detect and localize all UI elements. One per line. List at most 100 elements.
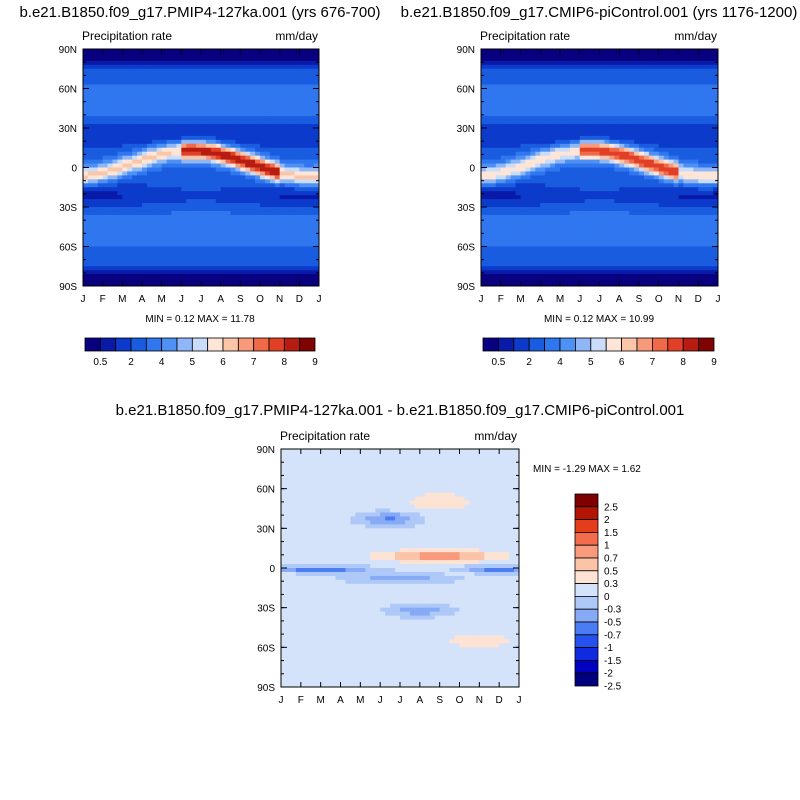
field-cell bbox=[161, 175, 167, 180]
field-cell bbox=[196, 139, 202, 145]
field-cell bbox=[137, 155, 143, 160]
field-cell bbox=[629, 88, 635, 93]
field-cell bbox=[127, 222, 133, 228]
field-cell bbox=[112, 151, 118, 157]
field-cell bbox=[525, 96, 531, 101]
field-cell bbox=[191, 112, 197, 117]
field-cell bbox=[230, 226, 236, 232]
field-cell bbox=[698, 143, 704, 149]
field-cell bbox=[481, 207, 487, 212]
field-cell bbox=[594, 171, 600, 176]
field-cell bbox=[520, 207, 526, 212]
field-cell bbox=[624, 64, 630, 70]
field-cell bbox=[151, 250, 158, 255]
field-cell bbox=[166, 143, 172, 149]
field-cell bbox=[166, 254, 172, 259]
field-cell bbox=[569, 135, 576, 141]
field-cell bbox=[264, 282, 271, 287]
field-cell bbox=[673, 64, 679, 70]
field-cell bbox=[663, 56, 670, 62]
field-cell bbox=[274, 187, 281, 192]
field-cell bbox=[264, 191, 271, 196]
field-cell bbox=[255, 64, 261, 70]
x-tick-label: J bbox=[199, 294, 204, 305]
field-cell bbox=[235, 60, 241, 66]
field-cell bbox=[186, 199, 192, 204]
field-cell bbox=[142, 207, 148, 212]
field-cell bbox=[230, 52, 236, 58]
field-cell bbox=[495, 112, 502, 117]
field-cell bbox=[624, 155, 630, 160]
field-cell bbox=[564, 56, 571, 62]
field-cell bbox=[205, 195, 212, 200]
field-cell bbox=[83, 226, 89, 232]
field-cell bbox=[683, 92, 689, 97]
field-cell bbox=[137, 49, 143, 54]
field-cell bbox=[132, 171, 138, 176]
field-cell bbox=[505, 68, 512, 74]
field-cell bbox=[176, 183, 182, 188]
field-cell bbox=[146, 139, 153, 145]
field-cell bbox=[668, 56, 674, 62]
field-cell bbox=[264, 116, 271, 121]
field-cell bbox=[156, 199, 163, 204]
field-cell bbox=[235, 104, 241, 109]
field-cell bbox=[240, 214, 246, 220]
field-cell bbox=[215, 210, 222, 216]
field-cell bbox=[142, 60, 148, 66]
field-cell bbox=[663, 80, 670, 85]
field-cell bbox=[520, 151, 526, 157]
field-cell bbox=[269, 207, 276, 212]
field-cell bbox=[264, 207, 271, 212]
field-cell bbox=[137, 143, 143, 149]
field-cell bbox=[171, 274, 177, 279]
field-cell bbox=[299, 92, 305, 97]
field-cell bbox=[279, 72, 285, 78]
field-cell bbox=[210, 124, 217, 129]
field-cell bbox=[83, 203, 89, 208]
field-cell bbox=[703, 199, 709, 204]
field-cell bbox=[683, 171, 689, 176]
field-cell bbox=[274, 222, 281, 228]
field-cell bbox=[225, 167, 231, 172]
field-cell bbox=[500, 88, 507, 93]
field-cell bbox=[142, 139, 148, 145]
field-cell bbox=[564, 147, 571, 153]
field-cell bbox=[545, 199, 551, 204]
field-cell bbox=[555, 191, 561, 196]
field-cell bbox=[481, 167, 487, 172]
field-cell bbox=[560, 139, 566, 145]
field-cell bbox=[102, 199, 108, 204]
field-cell bbox=[653, 76, 660, 81]
field-cell bbox=[579, 131, 586, 137]
field-cell bbox=[186, 282, 192, 287]
field-cell bbox=[107, 108, 113, 113]
field-cell bbox=[525, 56, 531, 62]
field-cell bbox=[599, 195, 605, 200]
field-cell bbox=[210, 250, 217, 255]
field-cell bbox=[102, 88, 108, 93]
field-cell bbox=[171, 128, 177, 133]
field-cell bbox=[220, 234, 226, 239]
field-cell bbox=[171, 68, 177, 74]
field-cell bbox=[107, 274, 113, 279]
field-cell bbox=[309, 80, 315, 85]
field-cell bbox=[166, 68, 172, 74]
field-cell bbox=[289, 120, 295, 125]
field-cell bbox=[230, 270, 236, 275]
field-cell bbox=[122, 199, 128, 204]
field-cell bbox=[166, 222, 172, 228]
field-cell bbox=[289, 49, 295, 54]
field-cell bbox=[520, 84, 526, 89]
field-cell bbox=[560, 175, 566, 180]
field-cell bbox=[274, 76, 281, 81]
field-cell bbox=[260, 56, 266, 62]
field-cell bbox=[550, 120, 556, 125]
field-cell bbox=[240, 199, 246, 204]
field-cell bbox=[481, 80, 487, 85]
field-cell bbox=[142, 270, 148, 275]
field-cell bbox=[245, 135, 251, 141]
field-cell bbox=[505, 210, 512, 216]
colorbar-swatch bbox=[99, 337, 117, 352]
field-cell bbox=[550, 76, 556, 81]
